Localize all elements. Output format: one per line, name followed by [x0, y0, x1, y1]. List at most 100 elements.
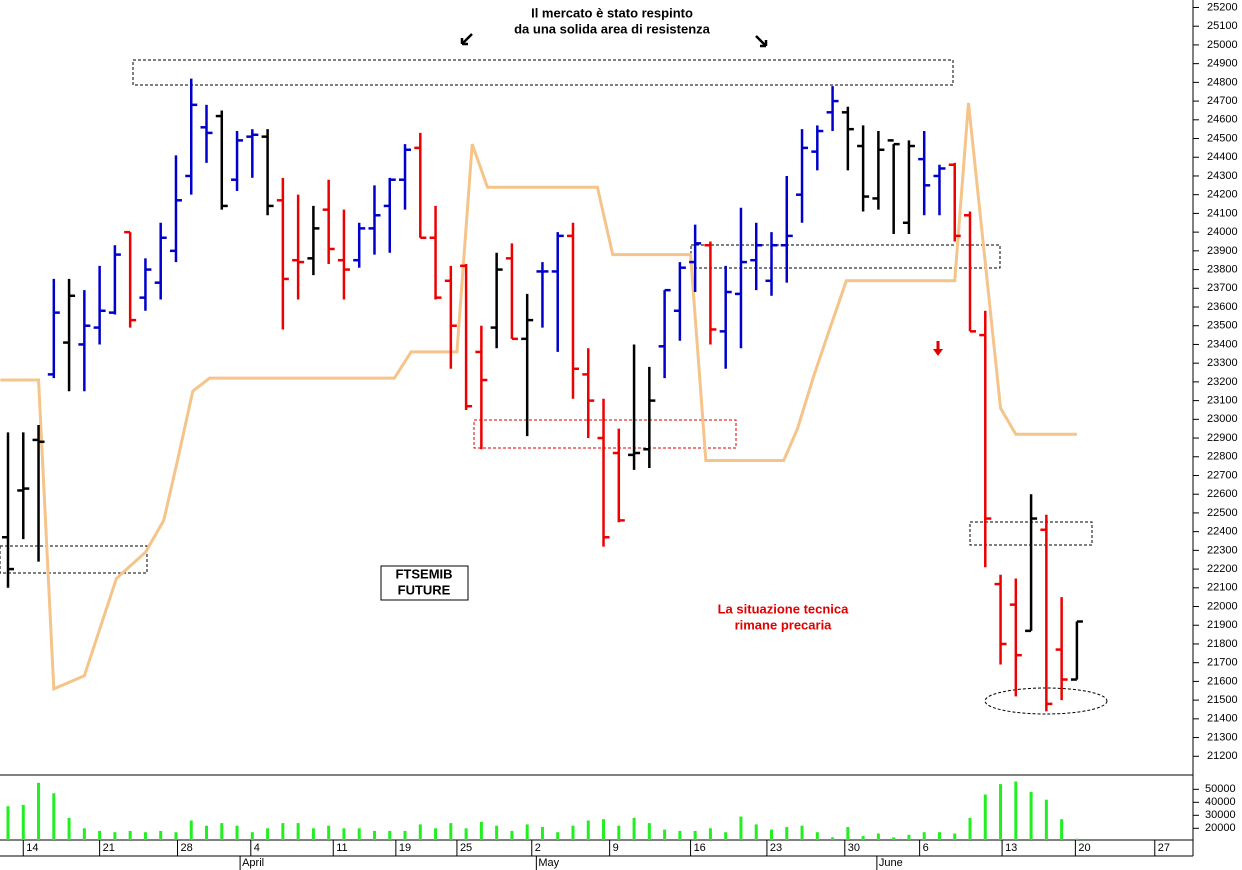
volume-bar: [67, 817, 71, 840]
volume-bar: [1014, 781, 1018, 840]
volume-bar: [281, 823, 285, 840]
annotation: FTSEMIB: [395, 566, 452, 581]
volume-bar: [1075, 838, 1079, 840]
volume-bar: [571, 825, 575, 840]
volume-bar: [1060, 819, 1064, 840]
volume-bar: [342, 828, 346, 840]
volume-bar: [632, 817, 636, 840]
volume-bar: [754, 824, 758, 840]
y-tick-label: 24900: [1207, 58, 1238, 70]
y-tick-label: 25200: [1207, 1, 1238, 13]
volume-bar: [143, 832, 147, 840]
y-tick-label: 22700: [1207, 469, 1238, 481]
volume-bar: [159, 830, 163, 840]
y-tick-label: 22600: [1207, 488, 1238, 500]
volume-bar: [296, 823, 300, 840]
y-tick-label: 23800: [1207, 263, 1238, 275]
arrow-head: [933, 349, 943, 356]
y-tick-label: 24500: [1207, 132, 1238, 144]
label-box: [380, 565, 469, 601]
y-tick-label: 22200: [1207, 563, 1238, 575]
volume-bar: [128, 830, 132, 840]
volume-bar: [235, 825, 239, 840]
x-tick-label: 21: [103, 842, 115, 854]
volume-bar: [800, 825, 804, 840]
y-tick-label: 24700: [1207, 95, 1238, 107]
volume-bar: [388, 830, 392, 840]
y-tick-label: 22900: [1207, 432, 1238, 444]
y-tick-label: 40000: [1205, 796, 1236, 808]
volume-bar: [922, 832, 926, 840]
volume-bar: [907, 834, 911, 840]
arrows: [460, 33, 943, 356]
trail-line: [0, 102, 1077, 692]
volume-bar: [678, 830, 682, 840]
volume-bar: [968, 817, 972, 840]
y-tick-label: 21900: [1207, 619, 1238, 631]
month-label: May: [538, 857, 559, 869]
y-tick-label: 21200: [1207, 750, 1238, 762]
y-tick-label: 23000: [1207, 413, 1238, 425]
volume-bar: [357, 828, 361, 840]
volume-bar: [434, 828, 438, 840]
volume-bar: [37, 782, 41, 840]
volume-bar: [647, 823, 651, 840]
red-box: [473, 419, 737, 449]
volume-bar: [21, 804, 25, 840]
y-tick-label: 24800: [1207, 76, 1238, 88]
volume-bar: [52, 793, 56, 840]
volume-bar: [1044, 799, 1048, 840]
y-tick-label: 23600: [1207, 301, 1238, 313]
x-tick-label: 16: [694, 842, 706, 854]
volume-bar: [999, 784, 1003, 840]
y-tick-label: 25100: [1207, 20, 1238, 32]
x-tick-label: 11: [336, 842, 347, 854]
volume-bar: [189, 820, 193, 840]
volume-bar: [846, 827, 850, 840]
resistance-box: [132, 59, 954, 86]
volume-bar: [586, 820, 590, 840]
y-tick-label: 23200: [1207, 376, 1238, 388]
volume-bar: [739, 816, 743, 840]
volume-bar: [876, 833, 880, 840]
y-tick-label: 24600: [1207, 114, 1238, 126]
volume-bar: [220, 823, 224, 840]
y-tick-label: 21800: [1207, 638, 1238, 650]
y-tick-label: 22000: [1207, 600, 1238, 612]
volume-bar: [479, 821, 483, 840]
y-tick-label: 50000: [1205, 783, 1236, 795]
y-tick-label: 23900: [1207, 245, 1238, 257]
y-tick-label: 22400: [1207, 526, 1238, 538]
annotation: rimane precaria: [735, 617, 833, 632]
volume-bar: [449, 823, 453, 840]
y-tick-label: 24400: [1207, 151, 1238, 163]
annotation: La situazione tecnica: [718, 601, 850, 616]
volume-bar: [464, 828, 468, 840]
volume-bar: [250, 832, 254, 840]
x-tick-label: 2: [535, 842, 541, 854]
volume-bar: [1029, 791, 1033, 840]
volume-bar: [663, 829, 667, 840]
volume-bar: [525, 824, 529, 840]
volume-bar: [617, 825, 621, 840]
arrow: [755, 35, 768, 48]
y-tick-label: 22800: [1207, 451, 1238, 463]
volume-bar: [892, 837, 896, 840]
volume-bar: [113, 832, 117, 840]
y-tick-label: 23100: [1207, 395, 1238, 407]
y-tick-label: 21300: [1207, 731, 1238, 743]
x-tick-label: 20: [1078, 842, 1090, 854]
frame: [0, 0, 1194, 857]
volume-bar: [540, 827, 544, 840]
x-tick-label: 23: [770, 842, 782, 854]
volume-bar: [770, 829, 773, 840]
volume-bar: [510, 830, 514, 840]
volume-bar: [983, 794, 987, 840]
volume-bar: [602, 819, 606, 840]
y-tick-label: 24100: [1207, 207, 1238, 219]
y-tick-label: 21400: [1207, 713, 1238, 725]
y-tick-label: 24300: [1207, 170, 1238, 182]
x-tick-label: 6: [923, 842, 929, 854]
y-tick-label: 20000: [1205, 822, 1236, 834]
